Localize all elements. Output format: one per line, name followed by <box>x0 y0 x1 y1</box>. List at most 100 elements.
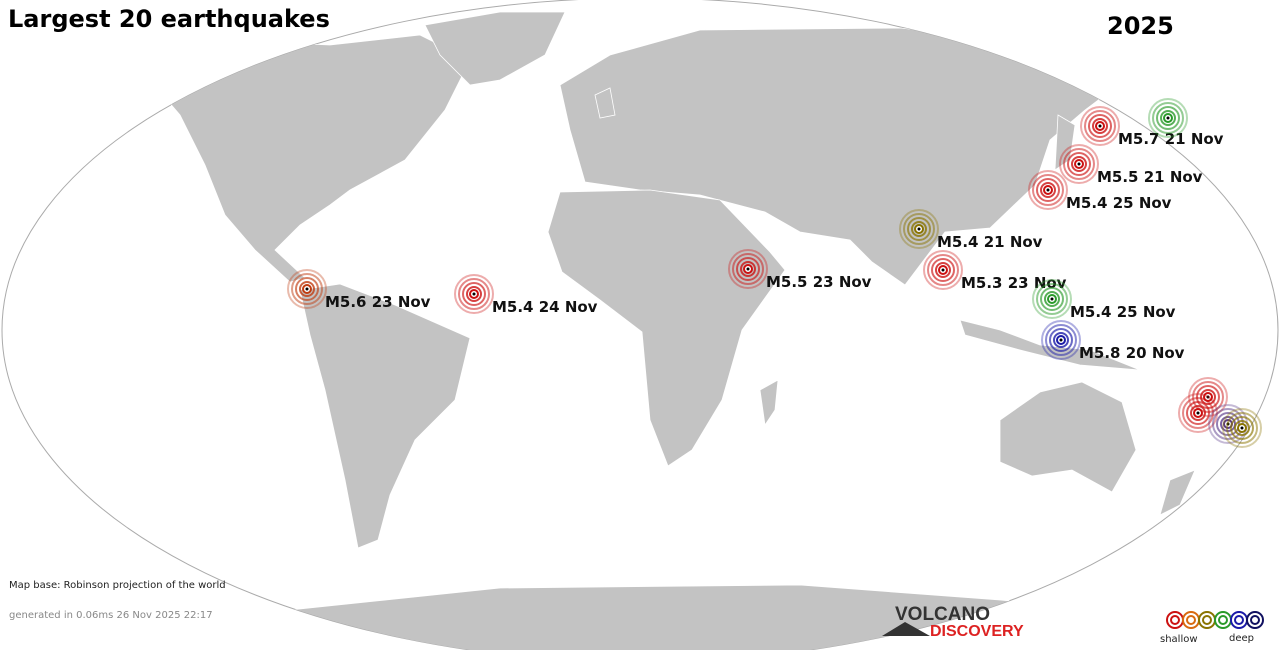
quake-center <box>746 267 750 271</box>
quake-ring <box>1088 114 1112 138</box>
quake-marker <box>1080 106 1120 146</box>
quake-center <box>1196 411 1200 415</box>
quake-ring <box>1222 408 1262 448</box>
logo-text: DISCOVERY <box>930 623 1024 640</box>
quake-marker <box>1028 170 1068 210</box>
quake-ring <box>1040 182 1056 198</box>
quake-ring <box>1226 412 1258 444</box>
quake-ring <box>1040 287 1064 311</box>
quake-ring <box>1063 148 1095 180</box>
quake-ring <box>291 273 323 305</box>
quake-ring <box>1092 118 1108 134</box>
quake-label: M5.4 25 Nov <box>1070 303 1176 321</box>
year: 2025 <box>1107 12 1174 40</box>
quake-label: M5.6 23 Nov <box>325 293 431 311</box>
quake-label: M5.5 21 Nov <box>1097 168 1203 186</box>
quake-center <box>1059 338 1063 342</box>
legend-label: shallow <box>1160 634 1198 645</box>
quake-marker <box>454 274 494 314</box>
quake-marker <box>287 269 327 309</box>
quake-ring <box>1186 401 1210 425</box>
title: Largest 20 earthquakes <box>8 5 330 33</box>
quake-ring <box>1032 279 1072 319</box>
quake-center <box>1206 395 1210 399</box>
quake-ring <box>923 250 963 290</box>
quake-marker <box>1032 279 1072 319</box>
quake-label: M5.4 25 Nov <box>1066 194 1172 212</box>
quake-label: M5.4 21 Nov <box>937 233 1043 251</box>
legend-ring <box>1170 615 1180 625</box>
quake-ring <box>1028 170 1068 210</box>
quake-ring <box>1084 110 1116 142</box>
logo-text: VOLCANO <box>895 604 990 625</box>
quake-ring <box>911 221 927 237</box>
quake-label: M5.8 20 Nov <box>1079 344 1185 362</box>
quake-ring <box>1182 397 1214 429</box>
quake-ring <box>295 277 319 301</box>
quake-ring <box>1059 144 1099 184</box>
legend-label: deep <box>1229 633 1254 644</box>
quake-ring <box>458 278 490 310</box>
quake-layer: M5.7 21 Nov M5.5 21 Nov M5.4 25 Nov M5.4 21… <box>287 98 1262 448</box>
quake-ring <box>1148 98 1188 138</box>
quake-ring <box>907 217 931 241</box>
quake-ring <box>935 262 951 278</box>
quake-label: M5.5 23 Nov <box>766 273 872 291</box>
quake-ring <box>1230 416 1254 440</box>
quake-center <box>941 268 945 272</box>
quake-marker <box>923 250 963 290</box>
map-base-note: Map base: Robinson projection of the wor… <box>9 580 226 591</box>
quake-marker <box>1041 320 1081 360</box>
quake-ring <box>1053 332 1069 348</box>
quake-ring <box>466 286 482 302</box>
quake-ring <box>899 209 939 249</box>
legend-ring <box>1234 615 1244 625</box>
quake-center <box>1050 297 1054 301</box>
quake-ring <box>1190 405 1206 421</box>
quake-marker <box>1059 144 1099 184</box>
quake-center <box>917 227 921 231</box>
quake-ring <box>1045 324 1077 356</box>
quake-ring <box>1036 283 1068 315</box>
quake-marker <box>1222 408 1262 448</box>
quake-ring <box>732 253 764 285</box>
quake-ring <box>462 282 486 306</box>
legend-ring <box>1186 615 1196 625</box>
quake-ring <box>736 257 760 281</box>
legend-ring <box>1246 611 1264 629</box>
quake-center <box>472 292 476 296</box>
quake-ring <box>740 261 756 277</box>
legend <box>1166 611 1264 629</box>
quake-center <box>1166 116 1170 120</box>
quake-ring <box>1071 156 1087 172</box>
quake-ring <box>1080 106 1120 146</box>
quake-center <box>1240 426 1244 430</box>
quake-ring <box>1200 389 1216 405</box>
quake-center <box>1098 124 1102 128</box>
quake-center <box>1046 188 1050 192</box>
legend-ring <box>1250 615 1260 625</box>
quake-ring <box>1160 110 1176 126</box>
quake-ring <box>931 258 955 282</box>
quake-ring <box>1234 420 1250 436</box>
quake-ring <box>903 213 935 245</box>
quake-label: M5.3 23 Nov <box>961 274 1067 292</box>
quake-ring <box>287 269 327 309</box>
quake-ring <box>1152 102 1184 134</box>
legend-ring <box>1218 615 1228 625</box>
quake-ring <box>927 254 959 286</box>
quake-marker <box>1148 98 1188 138</box>
quake-ring <box>1032 174 1064 206</box>
logo-icon <box>882 622 930 636</box>
quake-ring <box>1036 178 1060 202</box>
quake-label: M5.7 21 Nov <box>1118 130 1224 148</box>
quake-label: M5.4 24 Nov <box>492 298 598 316</box>
quake-ring <box>1156 106 1180 130</box>
quake-ring <box>1049 328 1073 352</box>
legend-ring <box>1202 615 1212 625</box>
quake-ring <box>1044 291 1060 307</box>
quake-center <box>1077 162 1081 166</box>
quake-ring <box>1041 320 1081 360</box>
